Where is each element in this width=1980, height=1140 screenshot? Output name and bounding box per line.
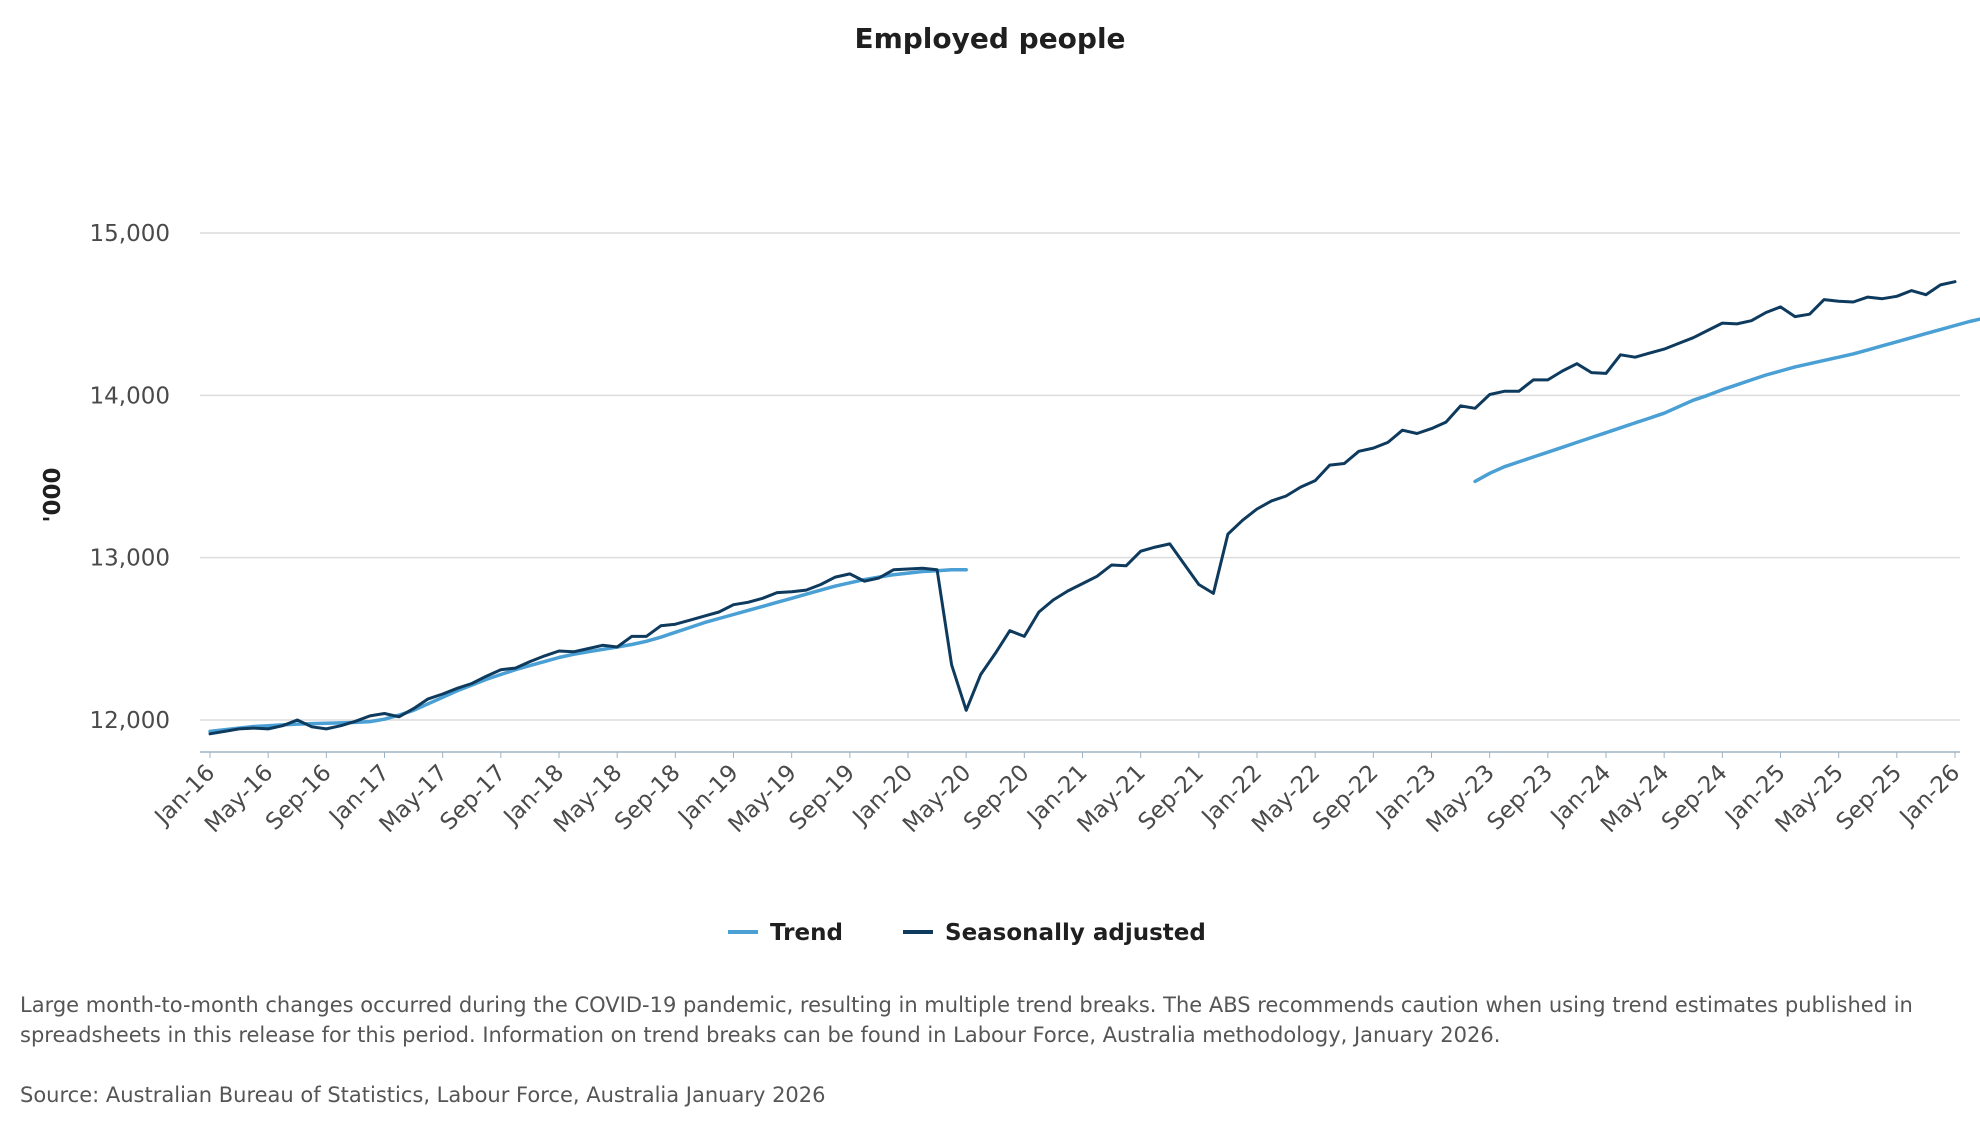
legend-label: Trend: [770, 920, 843, 946]
footnotes: Large month-to-month changes occurred du…: [20, 990, 1920, 1110]
legend[interactable]: Trend Seasonally adjusted: [728, 920, 1206, 946]
chart-title: Employed people: [854, 22, 1125, 55]
seasonally-adjusted-series-line: [208, 280, 1957, 736]
y-tick-label: 14,000: [90, 383, 170, 409]
x-tick-label: Sep-20: [959, 760, 1035, 836]
source-note: Source: Australian Bureau of Statistics,…: [20, 1083, 826, 1107]
trend-series-line: [208, 317, 1980, 734]
x-tick-label: Sep-17: [435, 760, 511, 836]
y-tick-label: 12,000: [90, 708, 170, 734]
x-tick-label: Sep-18: [610, 760, 686, 836]
x-tick-label: Sep-22: [1308, 760, 1384, 836]
gridlines: [200, 232, 1960, 721]
axes: 12,00013,00014,00015,000'000Jan-16May-16…: [40, 221, 1965, 838]
series-lines: [208, 280, 1980, 736]
x-tick-label: Sep-19: [784, 760, 860, 836]
y-tick-label: 15,000: [90, 221, 170, 247]
x-tick-label: Sep-25: [1831, 760, 1907, 836]
x-tick-label: Sep-21: [1133, 760, 1209, 836]
x-tick-label: Sep-16: [261, 760, 337, 836]
line-chart: Employed people 12,000 13,000 14,000 15,000…: [40, 22, 1980, 946]
x-tick-label: Sep-24: [1657, 760, 1733, 836]
legend-label: Seasonally adjusted: [945, 920, 1206, 946]
caveat-note: Large month-to-month changes occurred du…: [20, 993, 1913, 1047]
y-axis-label: '000: [40, 467, 66, 522]
x-tick-label: Sep-23: [1482, 760, 1558, 836]
x-tick-label: Jan-26: [1894, 760, 1965, 831]
y-tick-label: 13,000: [90, 546, 170, 572]
